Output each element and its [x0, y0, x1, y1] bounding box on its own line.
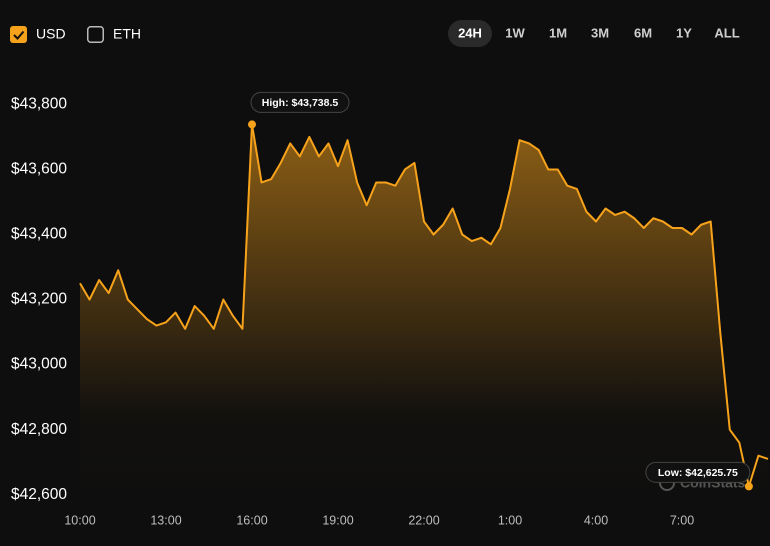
x-tick-label: 10:00 — [64, 513, 95, 527]
checkbox-label[interactable]: ETH — [113, 26, 141, 42]
checkbox-label[interactable]: USD — [36, 26, 66, 42]
y-tick-label: $42,800 — [11, 421, 67, 438]
range-button[interactable]: 1M — [549, 25, 567, 40]
x-tick-label: 19:00 — [322, 513, 353, 527]
y-tick-label: $43,400 — [11, 226, 67, 243]
area-fill — [80, 124, 768, 512]
x-tick-label: 1:00 — [498, 513, 522, 527]
y-tick-label: $43,200 — [11, 291, 67, 308]
y-tick-label: $43,600 — [11, 161, 67, 178]
range-button[interactable]: 1Y — [676, 25, 692, 40]
annotation-box — [645, 461, 751, 483]
y-tick-label: $43,000 — [11, 356, 67, 373]
range-button[interactable]: 6M — [634, 25, 652, 40]
range-button[interactable]: 3M — [591, 25, 609, 40]
x-tick-label: 13:00 — [150, 513, 181, 527]
checkmark — [13, 30, 25, 40]
x-tick-label: 4:00 — [584, 513, 608, 527]
range-button[interactable]: 1W — [505, 25, 525, 40]
x-tick-label: 7:00 — [670, 513, 694, 527]
y-tick-label: $42,600 — [11, 486, 67, 503]
extreme-marker — [248, 120, 256, 129]
checkbox[interactable] — [87, 26, 104, 43]
price-line — [79, 123, 769, 488]
x-tick-label: 16:00 — [236, 513, 267, 527]
annotation-box — [250, 91, 350, 113]
y-tick-label: $43,800 — [11, 95, 67, 112]
annotation: Low: $42,625.75 — [658, 467, 738, 479]
range-button[interactable]: ALL — [714, 25, 739, 40]
annotation: High: $43,738.5 — [262, 97, 339, 109]
x-tick-label: 22:00 — [408, 513, 439, 527]
range-button[interactable]: 24H — [458, 25, 482, 40]
range-button-active[interactable] — [448, 20, 492, 47]
checkbox[interactable] — [10, 26, 27, 43]
extreme-marker — [744, 482, 753, 491]
